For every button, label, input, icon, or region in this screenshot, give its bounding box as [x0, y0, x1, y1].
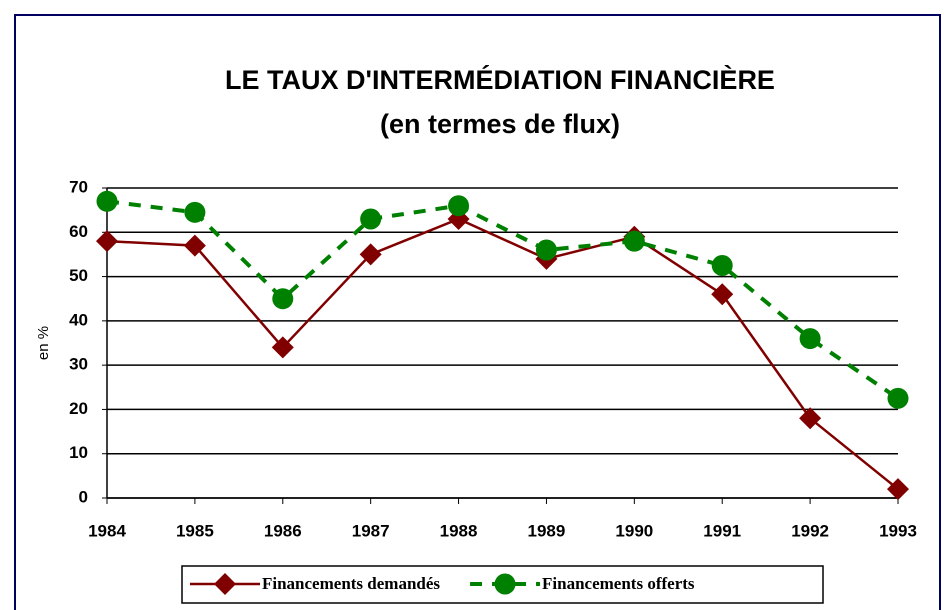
- x-tick-label: 1991: [703, 521, 741, 540]
- data-point: [96, 230, 118, 253]
- x-tick-label: 1984: [88, 521, 126, 540]
- x-tick-label: 1987: [352, 521, 390, 540]
- x-tick-label: 1993: [879, 521, 917, 540]
- x-tick-label: 1986: [264, 521, 302, 540]
- y-axis-label: en %: [35, 326, 52, 360]
- legend-marker: [214, 573, 236, 595]
- x-tick-label: 1989: [528, 521, 566, 540]
- data-point: [271, 336, 294, 359]
- data-point: [183, 234, 206, 257]
- y-tick-label: 10: [69, 443, 88, 462]
- x-tick-label: 1988: [440, 521, 478, 540]
- data-point: [799, 328, 821, 350]
- data-point: [887, 387, 909, 409]
- y-tick-label: 50: [69, 266, 88, 285]
- y-tick-label: 40: [69, 310, 88, 329]
- data-point: [535, 239, 557, 261]
- data-point: [887, 478, 909, 501]
- data-point: [360, 208, 382, 230]
- data-point: [711, 283, 734, 306]
- y-tick-label: 70: [69, 177, 88, 196]
- y-tick-label: 60: [69, 222, 88, 241]
- frame: [14, 14, 941, 610]
- data-point: [359, 243, 382, 266]
- x-tick-label: 1990: [615, 521, 653, 540]
- y-tick-label: 0: [79, 487, 88, 506]
- y-tick-label: 20: [69, 399, 88, 418]
- chart-subtitle: (en termes de flux): [380, 109, 620, 139]
- data-point: [711, 255, 733, 276]
- data-point: [448, 195, 470, 217]
- legend-label: Financements demandés: [262, 574, 440, 593]
- data-point: [272, 288, 294, 310]
- series-line: [106, 199, 900, 401]
- data-point: [96, 190, 118, 212]
- series-line: [106, 217, 899, 491]
- legend-label: Financements offerts: [542, 574, 695, 593]
- x-tick-label: 1985: [176, 521, 214, 540]
- x-tick-label: 1992: [791, 521, 829, 540]
- chart-title: LE TAUX D'INTERMÉDIATION FINANCIÈRE: [225, 64, 775, 95]
- data-point: [623, 230, 645, 252]
- data-point: [184, 201, 206, 223]
- y-tick-label: 30: [69, 355, 88, 374]
- data-point: [799, 407, 822, 430]
- legend-marker: [494, 573, 516, 595]
